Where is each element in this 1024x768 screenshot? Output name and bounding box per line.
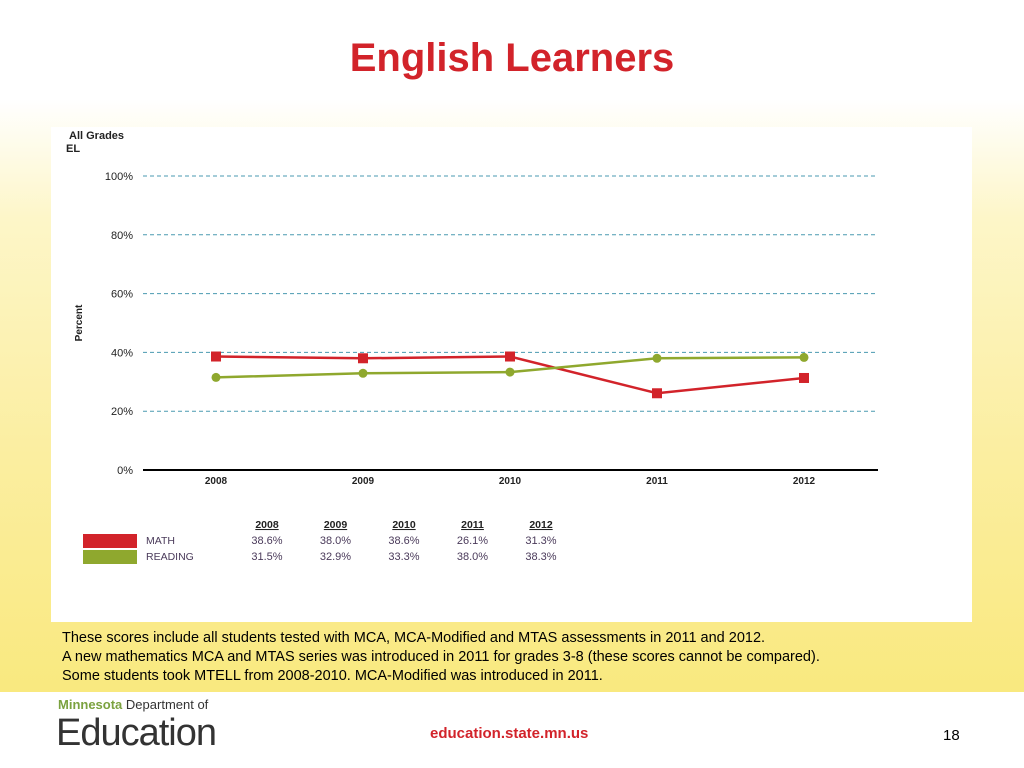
y-tick-label: 40%	[111, 347, 133, 359]
data-point	[358, 353, 368, 364]
data-point	[799, 372, 809, 383]
website-url: education.state.mn.us	[430, 725, 589, 742]
data-point	[358, 368, 368, 378]
data-point	[211, 351, 221, 362]
table-value: 31.5%	[251, 551, 282, 563]
y-axis-label: Percent	[74, 304, 85, 341]
table-header: 2008	[255, 519, 279, 531]
slide-title: English Learners	[349, 36, 675, 80]
y-tick-label: 80%	[111, 230, 133, 242]
x-tick-label: 2011	[646, 476, 668, 487]
table-header: 2012	[529, 519, 553, 531]
legend-swatch	[83, 550, 137, 564]
legend-swatch	[83, 534, 137, 548]
data-point	[211, 372, 221, 382]
table-value: 38.3%	[525, 551, 556, 563]
y-tick-label: 60%	[111, 289, 133, 301]
data-point	[799, 352, 809, 362]
table-value: 33.3%	[388, 551, 419, 563]
table-value: 32.9%	[320, 551, 351, 563]
x-tick-label: 2010	[499, 476, 522, 487]
x-tick-label: 2012	[793, 476, 816, 487]
table-value: 26.1%	[457, 535, 488, 547]
x-tick-label: 2009	[352, 476, 375, 487]
data-point	[505, 351, 515, 362]
data-point	[652, 353, 662, 363]
x-tick-label: 2008	[205, 476, 228, 487]
logo-education: Education	[56, 712, 217, 754]
y-tick-label: 20%	[111, 406, 133, 418]
table-value: 38.6%	[251, 535, 282, 547]
footnote-line: These scores include all students tested…	[62, 630, 766, 646]
y-tick-label: 100%	[105, 171, 133, 183]
logo-state: Minnesota	[58, 697, 123, 712]
data-point	[505, 367, 515, 377]
table-value: 38.0%	[320, 535, 351, 547]
table-header: 2011	[461, 519, 484, 531]
table-value: 38.0%	[457, 551, 488, 563]
logo-dept: Department of	[125, 697, 209, 712]
footnote-line: A new mathematics MCA and MTAS series wa…	[62, 649, 820, 665]
footnote-line: Some students took MTELL from 2008-2010.…	[62, 668, 603, 684]
footnote: These scores include all students tested…	[62, 629, 820, 686]
data-point	[652, 388, 662, 399]
table-value: 31.3%	[525, 535, 556, 547]
table-header: 2009	[324, 519, 348, 531]
logo-top: Minnesota Department of	[58, 697, 208, 712]
y-tick-label: 0%	[117, 465, 133, 477]
legend-label: MATH	[146, 535, 175, 547]
table-header: 2010	[392, 519, 416, 531]
chart-subtitle-2: EL	[66, 143, 81, 155]
table-value: 38.6%	[388, 535, 419, 547]
legend-label: READING	[146, 551, 194, 563]
page-number: 18	[943, 727, 960, 744]
chart-subtitle-1: All Grades	[69, 130, 125, 142]
